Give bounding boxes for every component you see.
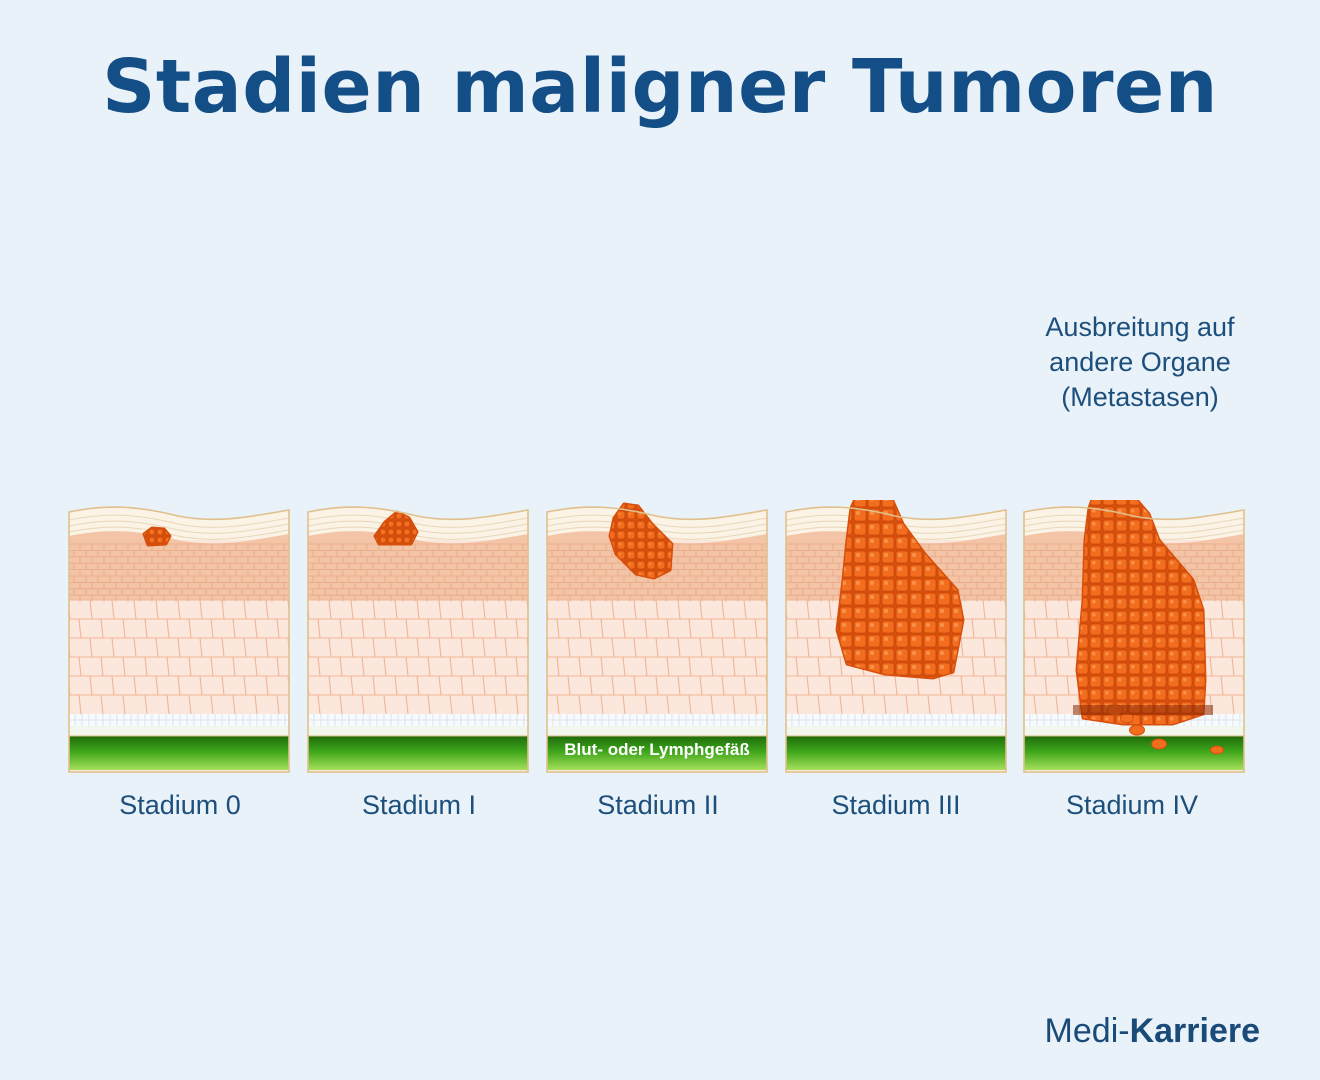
metastasis-note-line-3: (Metastasen) — [1061, 382, 1219, 412]
metastasis-note-line-2: andere Organe — [1049, 347, 1231, 377]
stage-3-illustration — [785, 500, 1007, 774]
stage-0-illustration — [68, 500, 290, 774]
stage-4-illustration — [1023, 500, 1245, 774]
stage-2-label: Stadium II — [597, 790, 719, 820]
medi-karriere-logo: Medi-Karriere — [1045, 1012, 1260, 1051]
logo-part-1: Medi- — [1044, 1012, 1130, 1050]
vessel-label: Blut- oder Lymphgefäß — [564, 740, 750, 759]
stage-1-label: Stadium I — [361, 790, 477, 820]
logo-part-2: Karriere — [1129, 1012, 1260, 1050]
page-title: Stadien maligner Tumoren — [102, 44, 1218, 130]
stage-1-illustration — [307, 500, 529, 774]
stage-0-label: Stadium 0 — [119, 790, 241, 820]
stage-4-label: Stadium IV — [1065, 790, 1199, 820]
metastasis-note: Ausbreitung auf andere Organe (Metastase… — [1010, 310, 1270, 415]
stage-2-illustration — [546, 500, 768, 774]
metastasis-note-line-1: Ausbreitung auf — [1045, 312, 1235, 342]
stage-3-label: Stadium III — [831, 790, 961, 820]
